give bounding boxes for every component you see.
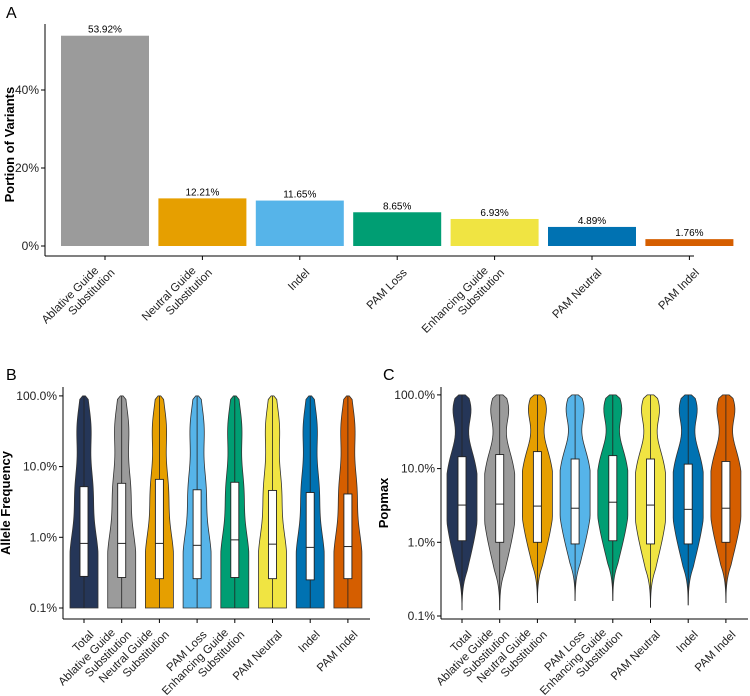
panel-c-label: C [383, 367, 395, 384]
c-y-tick-label: 100.0% [394, 388, 435, 402]
b-box [230, 481, 240, 578]
c-box [646, 458, 655, 545]
a-y-tick-label: 0% [22, 239, 40, 253]
c-box [608, 455, 618, 542]
a-bar-value-label: 1.76% [675, 228, 703, 239]
b-x-tick-label: PAM Indel [315, 629, 360, 674]
a-bar-value-label: 12.21% [185, 187, 219, 198]
b-box [268, 489, 277, 580]
c-x-tick-label: PAM Indel [693, 629, 738, 674]
a-y-axis-title: Portion of Variants [2, 87, 17, 203]
panel-b-violin-chart: 0.1%1.0%10.0%100.0%Allele FrequencyTotal… [0, 387, 370, 696]
a-x-tick-label: PAM Loss [365, 267, 410, 312]
b-box [117, 482, 127, 578]
a-bar-enhancing-guide-substitution [450, 218, 539, 246]
a-x-tick-label: PAM Indel [656, 267, 701, 312]
c-box [570, 458, 580, 545]
c-y-tick-label: 1.0% [408, 535, 436, 549]
b-x-tick-label-line: Indel [297, 629, 323, 655]
b-box [192, 489, 202, 580]
a-bar-neutral-guide-substitution [158, 198, 247, 246]
b-box [154, 478, 164, 580]
panel-a-label: A [6, 5, 17, 22]
panel-a-bar-chart: 0% 20% 40%Portion of Variants 53.92% Ablativ… [2, 24, 734, 345]
b-box [343, 493, 353, 580]
b-box [305, 492, 315, 581]
c-x-tick-label-line: PAM Indel [693, 629, 738, 674]
a-y-tick-label: 20% [15, 161, 39, 175]
b-y-tick-label: 1.0% [30, 530, 58, 544]
a-bar-pam-neutral [548, 226, 636, 246]
a-y-tick-label: 40% [15, 83, 39, 97]
c-x-tick-label: Indel [675, 629, 701, 655]
a-bar-value-label: 4.89% [578, 216, 606, 227]
b-box [79, 486, 89, 577]
a-x-tick-label: Ablative GuideSubstitution [40, 258, 118, 336]
c-x-tick-label-line: Indel [675, 629, 701, 655]
a-x-tick-label-line: PAM Neutral [551, 267, 605, 321]
a-bar-value-label: 6.93% [480, 208, 508, 219]
a-bar-pam-loss [353, 212, 442, 246]
a-x-tick-label-line: PAM Loss [365, 267, 410, 312]
a-x-tick-label: Indel [286, 267, 312, 293]
b-y-tick-label: 100.0% [16, 389, 57, 403]
c-box [495, 454, 505, 543]
a-x-tick-label: Neutral GuideSubstitution [140, 258, 215, 333]
b-y-axis-title: Allele Frequency [0, 450, 13, 555]
a-bar-indel [255, 200, 344, 246]
c-box [721, 461, 731, 543]
c-y-tick-label: 0.1% [408, 609, 436, 623]
c-y-axis-title: Popmax [376, 477, 391, 528]
a-bar-value-label: 11.65% [283, 190, 316, 201]
a-bar-ablative-guide-substitution [61, 35, 149, 246]
a-x-tick-label: PAM Neutral [551, 267, 605, 321]
a-x-tick-label-line: PAM Indel [656, 267, 701, 312]
c-box [683, 463, 693, 545]
b-x-tick-label-line: PAM Indel [315, 629, 360, 674]
a-bar-value-label: 8.65% [383, 201, 411, 212]
a-x-tick-label-line: Indel [286, 267, 312, 293]
panel-b-label: B [6, 367, 17, 384]
a-bar-value-label: 53.92% [88, 25, 122, 36]
b-x-tick-label: Indel [297, 629, 323, 655]
a-x-tick-label: Enhancing GuideSubstitution [420, 258, 507, 345]
b-y-tick-label: 10.0% [23, 460, 57, 474]
b-y-tick-label: 0.1% [30, 601, 58, 615]
c-box [457, 456, 467, 542]
a-bar-pam-indel [645, 239, 734, 246]
c-y-tick-label: 10.0% [401, 462, 435, 476]
c-box [532, 451, 542, 543]
